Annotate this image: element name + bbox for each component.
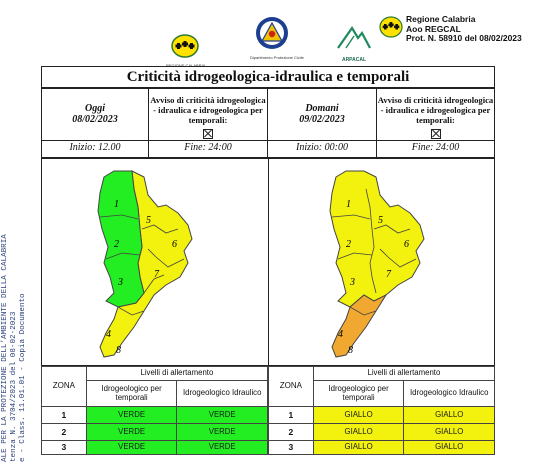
- map-tomorrow-label-7: 7: [386, 269, 392, 280]
- maps-divider: [268, 159, 269, 365]
- side-stamp: ALE PER LA PROTEZIONE DELL'AMBIENTE DELL…: [1, 234, 29, 462]
- zone-number: 3: [268, 440, 314, 455]
- level-cell: VERDE: [85, 440, 178, 455]
- map-today-label-8: 8: [116, 345, 121, 356]
- level-cell: GIALLO: [403, 440, 495, 455]
- maps-panel: 1 2 3 4 5 6 7 8 1 2 3 4 5 6 7 8: [41, 158, 495, 366]
- avviso-today-cell: Avviso di criticità idrogeologica - idra…: [148, 88, 268, 141]
- table-row: 3 VERDE VERDE: [41, 440, 268, 455]
- zone-number: 3: [41, 440, 87, 455]
- fine-today: Fine: 24:00: [148, 140, 268, 158]
- day-tomorrow-name: Domani: [305, 103, 339, 114]
- prot-crest: [379, 16, 403, 40]
- avviso-today-checkbox: [203, 129, 213, 140]
- day-today-name: Oggi: [85, 103, 105, 114]
- day-today-date: 08/02/2023: [72, 114, 118, 125]
- map-today-label-7: 7: [154, 269, 160, 280]
- table-row: 2 GIALLO GIALLO: [268, 423, 495, 441]
- map-today: 1 2 3 4 5 6 7 8: [97, 170, 193, 358]
- day-tomorrow-date: 09/02/2023: [299, 114, 345, 125]
- avviso-tomorrow-text: Avviso di criticità idrogeologica - idra…: [377, 95, 494, 125]
- avviso-tomorrow-checkbox: [430, 129, 441, 140]
- day-today-cell: Oggi 08/02/2023: [41, 88, 149, 141]
- stamp-line: tenza N. 3704/2023 del 08-02-2023: [10, 311, 19, 462]
- map-tomorrow-label-2: 2: [346, 239, 351, 250]
- avviso-tomorrow-cell: Avviso di criticità idrogeologica - idra…: [376, 88, 495, 141]
- prot-line-regione: Regione Calabria: [406, 14, 476, 24]
- regione-calabria-logo: REGIONE CALABRIA: [166, 34, 205, 68]
- level-cell: VERDE: [176, 423, 268, 441]
- prot-line-aoo: Aoo REGCAL: [406, 23, 461, 34]
- stamp-line: e - Class. 11.01.01 - Copia Documento: [19, 293, 28, 462]
- col-idraulico-header: Idrogeologico Idraulico: [176, 380, 268, 407]
- map-tomorrow: 1 2 3 4 5 6 7 8: [329, 170, 425, 358]
- map-today-zone-west: [97, 170, 145, 308]
- level-cell: GIALLO: [403, 423, 495, 441]
- livelli-header: Livelli di allertamento: [312, 366, 496, 381]
- protezione-caption: Dipartimento Protezione Civile: [250, 55, 304, 60]
- level-cell: VERDE: [85, 406, 178, 424]
- arpacal-logo: ARPACAL: [330, 22, 378, 63]
- col-idraulico-header: Idrogeologico Idraulico: [403, 380, 495, 407]
- map-today-label-5: 5: [146, 215, 151, 226]
- zone-number: 2: [268, 423, 314, 441]
- arpacal-mountain-icon: [337, 25, 371, 49]
- level-cell: GIALLO: [312, 440, 405, 455]
- table-row: 2 VERDE VERDE: [41, 423, 268, 441]
- map-tomorrow-zone-orange: [331, 293, 388, 358]
- map-today-label-2: 2: [114, 239, 119, 250]
- regione-logo-caption: REGIONE CALABRIA: [166, 63, 205, 68]
- map-tomorrow-zone-yellow: [329, 170, 425, 308]
- col-temporali-header: Idrogeologico per temporali: [312, 380, 405, 407]
- inizio-today: Inizio: 12.00: [41, 140, 149, 158]
- map-tomorrow-label-4: 4: [338, 329, 343, 340]
- table-row: 3 GIALLO GIALLO: [268, 440, 495, 455]
- protezione-civile-icon: [256, 17, 288, 49]
- level-cell: GIALLO: [312, 406, 405, 424]
- stamp-line: ALE PER LA PROTEZIONE DELL'AMBIENTE DELL…: [1, 234, 9, 462]
- level-cell: GIALLO: [403, 406, 495, 424]
- table-today: ZONA Livelli di allertamento Idrogeologi…: [41, 366, 269, 455]
- map-tomorrow-label-6: 6: [404, 239, 409, 250]
- map-today-label-3: 3: [117, 277, 123, 288]
- map-today-label-6: 6: [172, 239, 177, 250]
- inizio-tomorrow: Inizio: 00:00: [267, 140, 377, 158]
- zona-header: ZONA: [268, 366, 314, 407]
- level-cell: VERDE: [176, 440, 268, 455]
- zone-number: 1: [268, 406, 314, 424]
- table-row: 1 GIALLO GIALLO: [268, 406, 495, 424]
- map-tomorrow-label-8: 8: [348, 345, 353, 356]
- protocol-block: Regione Calabria Aoo REGCAL Prot. N. 589…: [406, 14, 532, 44]
- prot-crest-icon: [379, 16, 403, 38]
- avviso-today-text: Avviso di criticità idrogeologica - idra…: [150, 95, 266, 125]
- map-tomorrow-label-1: 1: [346, 199, 351, 210]
- protezione-civile-logo: Dipartimento Protezione Civile: [250, 16, 304, 60]
- regione-crest-icon: [171, 34, 199, 58]
- level-cell: VERDE: [85, 423, 178, 441]
- zone-number: 2: [41, 423, 87, 441]
- level-cell: GIALLO: [312, 423, 405, 441]
- table-tomorrow: ZONA Livelli di allertamento Idrogeologi…: [268, 366, 496, 455]
- table-row: 1 VERDE VERDE: [41, 406, 268, 424]
- arpacal-name: ARPACAL: [341, 57, 367, 63]
- day-tomorrow-cell: Domani 09/02/2023: [267, 88, 377, 141]
- prot-line-number: Prot. N. 58910 del 08/02/2023: [406, 33, 522, 43]
- map-tomorrow-label-3: 3: [349, 277, 355, 288]
- map-today-label-1: 1: [114, 199, 119, 210]
- fine-tomorrow: Fine: 24:00: [376, 140, 495, 158]
- col-temporali-header: Idrogeologico per temporali: [85, 380, 178, 407]
- zona-header: ZONA: [41, 366, 87, 407]
- zone-number: 1: [41, 406, 87, 424]
- map-today-label-4: 4: [106, 329, 111, 340]
- level-cell: VERDE: [176, 406, 268, 424]
- bulletin-title: Criticità idrogeologica-idraulica e temp…: [41, 66, 495, 88]
- map-tomorrow-label-5: 5: [378, 215, 383, 226]
- livelli-header: Livelli di allertamento: [85, 366, 269, 381]
